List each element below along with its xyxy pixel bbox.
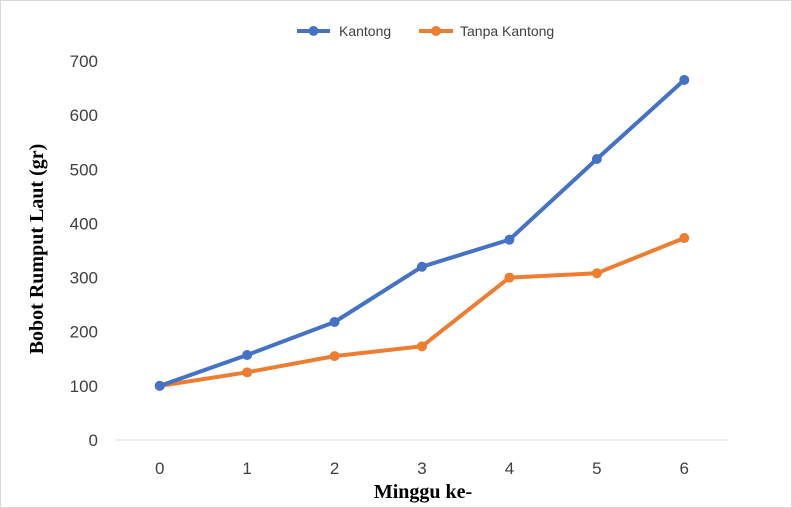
- legend: Kantong Tanpa Kantong: [297, 23, 554, 39]
- x-tick-label: 1: [242, 459, 251, 478]
- series-line-kantong: [159, 78, 686, 388]
- series-kantong: [154, 74, 690, 391]
- legend-kantong-label: Kantong: [339, 23, 391, 39]
- data-point-kantong: [591, 153, 602, 164]
- data-point-kantong: [242, 349, 253, 360]
- data-point-tanpa-kantong: [591, 268, 602, 279]
- data-point-tanpa-kantong: [242, 367, 253, 378]
- x-tick-label: 3: [417, 459, 426, 478]
- data-point-kantong: [679, 74, 690, 85]
- series-tanpa-kantong: [154, 233, 690, 391]
- y-tick-label: 600: [70, 106, 98, 125]
- y-tick-label: 0: [89, 431, 98, 450]
- y-tick-label: 300: [70, 269, 98, 288]
- data-point-tanpa-kantong: [329, 351, 340, 362]
- series-layer: [154, 74, 690, 391]
- data-point-tanpa-kantong: [417, 341, 427, 352]
- data-point-kantong: [504, 234, 515, 245]
- legend-kantong-marker: [308, 26, 319, 36]
- y-tick-label: 500: [70, 160, 98, 179]
- data-point-kantong: [329, 316, 340, 327]
- x-axis-ticks: 0 1 2 3 4 5 6: [155, 459, 689, 478]
- legend-tanpa-kantong-marker: [431, 26, 441, 36]
- x-tick-label: 4: [505, 459, 514, 478]
- data-point-tanpa-kantong: [679, 233, 690, 244]
- y-axis-ticks: 0 100 200 300 400 500 600 700: [70, 52, 98, 450]
- series-line-tanpa-kantong: [159, 236, 686, 388]
- legend-tanpa-kantong-label: Tanpa Kantong: [460, 23, 554, 39]
- data-point-kantong: [154, 380, 165, 391]
- data-point-kantong: [417, 261, 427, 272]
- x-tick-label: 6: [680, 459, 689, 478]
- y-tick-label: 100: [70, 377, 98, 396]
- y-axis-title: Bobot Rumput Laut (gr): [26, 144, 48, 355]
- x-tick-label: 2: [330, 459, 339, 478]
- x-axis-title: Minggu ke-: [374, 481, 472, 503]
- y-tick-label: 700: [70, 52, 98, 71]
- x-tick-label: 0: [155, 459, 164, 478]
- y-tick-label: 200: [70, 323, 98, 342]
- y-tick-label: 400: [70, 214, 98, 233]
- data-point-tanpa-kantong: [504, 272, 515, 283]
- x-tick-label: 5: [592, 459, 601, 478]
